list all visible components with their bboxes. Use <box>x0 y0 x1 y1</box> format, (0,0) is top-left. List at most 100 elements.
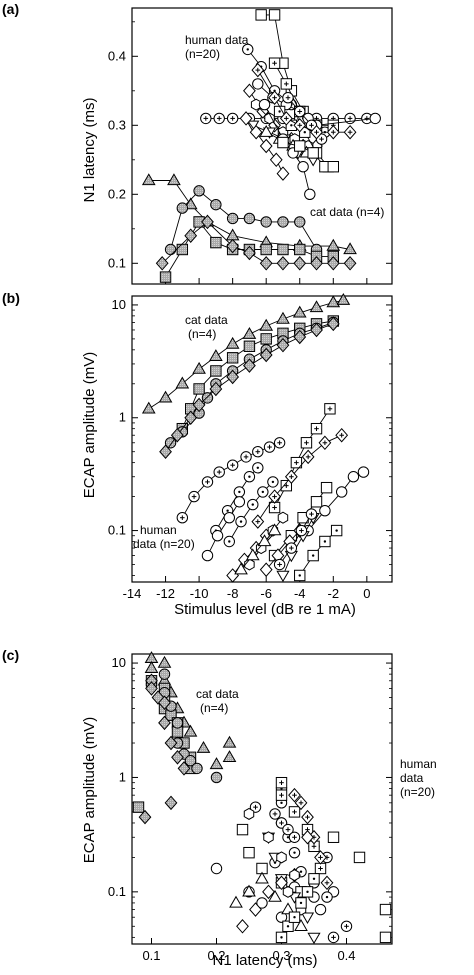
series-cat-diamond <box>159 316 340 459</box>
y-axis-label: N1 latency (ms) <box>81 97 98 202</box>
data-point <box>210 862 223 875</box>
data-point <box>249 902 262 917</box>
x-tick-label: -14 <box>123 586 142 601</box>
data-point <box>259 347 273 363</box>
data-point <box>258 98 271 111</box>
data-point <box>292 305 307 318</box>
data-point <box>273 558 286 571</box>
series-cat-circle <box>164 185 323 256</box>
data-point <box>141 401 156 414</box>
data-point <box>275 911 288 923</box>
data-point <box>309 300 324 313</box>
series-line <box>170 190 317 250</box>
annotation-line: (n=20) <box>185 47 220 61</box>
data-point <box>277 216 289 228</box>
data-point <box>171 750 184 765</box>
data-point <box>170 427 184 443</box>
data-point <box>276 337 290 353</box>
data-point <box>268 889 282 902</box>
data-point <box>201 392 214 404</box>
data-point <box>226 212 239 225</box>
y-tick-label: 0.3 <box>108 117 126 132</box>
data-point <box>277 136 289 149</box>
data-point <box>201 476 214 488</box>
x-tick-label: -4 <box>294 586 306 601</box>
data-point <box>176 512 189 524</box>
data-point <box>307 830 321 845</box>
data-point <box>267 523 282 536</box>
data-point <box>183 197 198 210</box>
data-point <box>326 295 341 308</box>
data-point <box>268 90 281 105</box>
data-point <box>184 228 198 243</box>
data-point <box>209 757 224 770</box>
data-point <box>347 471 360 483</box>
data-point <box>288 911 301 923</box>
data-point <box>196 741 211 753</box>
data-point <box>167 173 181 186</box>
data-point <box>340 920 353 932</box>
data-point <box>314 850 327 865</box>
data-point <box>301 449 315 465</box>
data-point <box>252 446 264 458</box>
y-tick-label: 0.1 <box>108 523 126 538</box>
data-point <box>138 809 152 825</box>
data-point <box>247 498 259 511</box>
series-human-square <box>277 136 339 173</box>
series-human-diamond-plus <box>288 787 334 891</box>
data-point <box>225 336 240 349</box>
data-point <box>158 390 173 403</box>
data-point <box>289 869 300 882</box>
data-point <box>294 243 306 256</box>
series-line <box>265 530 301 570</box>
data-point <box>243 245 256 261</box>
y-tick-label: 1 <box>119 769 126 784</box>
series-cat-diamond <box>138 673 191 825</box>
data-point <box>263 441 276 453</box>
data-point <box>379 903 392 916</box>
annotation-line: cat data (n=4) <box>310 205 384 219</box>
data-point <box>257 534 272 547</box>
x-axis-label: N1 latency (ms) <box>212 952 317 969</box>
data-point <box>300 912 315 924</box>
annotation-line: cat data <box>196 687 239 701</box>
series-cat-diamond <box>155 214 357 271</box>
data-point <box>310 256 323 271</box>
panel-label: (c) <box>2 647 19 663</box>
data-point <box>242 884 256 897</box>
panel-label: (a) <box>2 1 19 17</box>
data-point <box>201 214 214 230</box>
data-point <box>210 771 223 784</box>
annotation-line: data (n=20) <box>133 537 195 551</box>
data-point <box>294 140 306 152</box>
data-point <box>243 807 255 820</box>
data-point <box>305 508 318 520</box>
data-point <box>279 111 293 126</box>
data-point <box>236 919 249 934</box>
data-point <box>244 558 255 571</box>
data-point <box>336 293 351 305</box>
annotation-human: human data (n=20) <box>400 757 437 799</box>
data-point <box>294 569 306 582</box>
data-point <box>282 885 294 898</box>
data-point <box>222 750 237 762</box>
series-human-triangle <box>234 523 282 575</box>
data-point <box>301 830 314 845</box>
data-point <box>229 895 243 908</box>
panel-b: (b) ECAP amplitude (mV) Stimulus level (… <box>2 290 393 618</box>
data-point <box>308 873 320 885</box>
data-point <box>259 318 274 331</box>
data-point <box>310 496 323 508</box>
annotation-cat: cat data (n=4) <box>196 687 239 715</box>
panel-a: (a) N1 latency (ms) human data (n=20) ca… <box>2 1 393 285</box>
data-point <box>209 381 223 397</box>
data-point <box>275 931 288 944</box>
data-point <box>251 62 265 78</box>
data-point <box>276 166 290 181</box>
data-point <box>159 444 172 459</box>
y-axis-label: ECAP amplitude (mV) <box>81 352 98 498</box>
y-tick-label: 10 <box>112 297 126 312</box>
data-point <box>164 437 177 449</box>
data-point <box>236 823 249 836</box>
